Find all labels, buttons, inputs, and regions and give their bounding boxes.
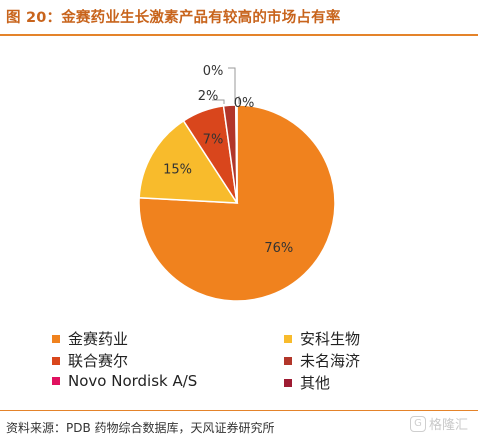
legend-item-5: Novo Nordisk A/S: [52, 372, 197, 390]
legend-swatch-1: [52, 334, 60, 343]
slice-label-1: 76%: [264, 241, 293, 256]
legend-item-1: 金赛药业: [52, 328, 128, 349]
legend-swatch-6: [284, 378, 292, 387]
watermark-logo-icon: G: [409, 415, 426, 432]
watermark-text: 格隆汇: [428, 418, 468, 433]
legend-label-4: 未名海济: [300, 352, 361, 370]
legend-label-1: 金赛药业: [68, 330, 129, 348]
legend-swatch-3: [52, 356, 60, 365]
source-note: 资料来源：PDB 药物综合数据库，天风证券研究所: [6, 421, 275, 435]
pie-slice-2: [138, 119, 239, 204]
leader-line-5: [228, 67, 236, 104]
legend-item-6: 其他: [284, 372, 330, 393]
legend-label-3: 联合赛尔: [68, 352, 129, 370]
legend-item-4: 未名海济: [284, 350, 360, 371]
slice-label-4: 2%: [198, 89, 219, 104]
legend-item-3: 联合赛尔: [52, 350, 128, 371]
legend-swatch-5: [52, 377, 60, 385]
slice-label-2: 15%: [163, 163, 192, 178]
slice-label-3: 7%: [203, 133, 224, 148]
pie-slice-6: [235, 104, 238, 204]
top-rule: [0, 34, 478, 36]
legend-swatch-2: [284, 334, 292, 343]
legend-label-2: 安科生物: [300, 330, 361, 348]
legend-swatch-4: [284, 356, 292, 365]
slice-label-6: 0%: [234, 96, 255, 111]
bottom-rule: [0, 410, 478, 411]
chart-title: 图 20：金赛药业生长激素产品有较高的市场占有率: [6, 10, 341, 26]
leader-line-4: [212, 99, 225, 104]
legend-item-2: 安科生物: [284, 328, 360, 349]
legend-label-6: 其他: [300, 374, 331, 392]
watermark: G 格隆汇: [409, 414, 468, 433]
legend-label-5: Novo Nordisk A/S: [68, 372, 198, 390]
slice-label-5: 0%: [203, 64, 224, 79]
pie-chart: 76% 15% 7% 2% 0% 0%: [138, 64, 336, 302]
